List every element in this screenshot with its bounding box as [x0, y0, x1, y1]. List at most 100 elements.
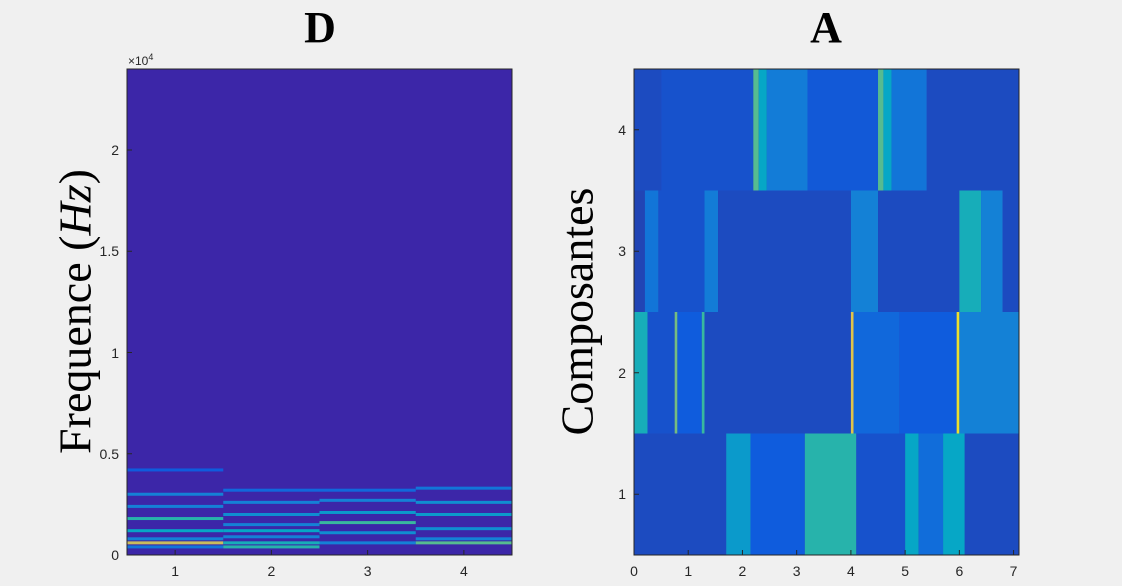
activation-segment	[726, 433, 751, 555]
x-tick-label: 7	[1009, 563, 1018, 579]
activation-segment	[959, 190, 982, 312]
activation-segment	[878, 190, 960, 312]
activation-segment	[853, 312, 900, 434]
activation-segment	[1002, 190, 1019, 312]
chart-title-a: A	[810, 3, 842, 52]
x-tick-label: 1	[684, 563, 693, 579]
harmonic-band	[319, 498, 416, 502]
harmonic-band	[127, 545, 224, 549]
harmonic-band	[223, 523, 320, 527]
activation-segment	[883, 69, 892, 191]
chart-title-d: D	[304, 3, 336, 52]
harmonic-band	[319, 531, 416, 535]
activation-segment	[674, 312, 678, 434]
x-tick-label: 0	[630, 563, 638, 579]
activation-segment	[647, 312, 675, 434]
activation-segment	[964, 433, 1019, 555]
activation-segment	[926, 69, 1019, 191]
axes-box	[633, 68, 1020, 556]
harmonic-band	[319, 541, 416, 545]
activation-segment	[891, 69, 927, 191]
harmonic-band	[415, 500, 512, 504]
activation-segment	[634, 312, 648, 434]
harmonic-band	[223, 488, 320, 492]
harmonic-band	[127, 537, 224, 541]
x-tick-label: 3	[792, 563, 801, 579]
activation-segment	[661, 69, 754, 191]
activation-segment	[981, 190, 1003, 312]
x-tick-label: 2	[738, 563, 747, 579]
y-tick-label: 1.5	[99, 243, 119, 260]
activation-segment	[718, 190, 851, 312]
y-exponent-label: ×104	[128, 52, 153, 68]
harmonic-band	[319, 521, 416, 525]
harmonic-band	[415, 541, 512, 545]
y-tick-label: 0.5	[99, 445, 119, 462]
heatmap-a	[633, 68, 1020, 556]
activation-segment	[905, 433, 919, 555]
activation-segment	[750, 433, 805, 555]
activation-segment	[753, 69, 759, 191]
harmonic-band	[127, 541, 224, 545]
y-tick-label: 0	[111, 547, 119, 563]
x-tick-label: 5	[901, 563, 910, 579]
heatmap-d	[126, 68, 513, 556]
x-tick-label: 1	[171, 563, 180, 579]
harmonic-band	[127, 504, 224, 508]
activation-segment	[704, 312, 851, 434]
y-tick-label: 1	[111, 344, 119, 361]
activation-segment	[634, 433, 727, 555]
x-tick-label: 4	[459, 563, 468, 579]
harmonic-band	[223, 535, 320, 539]
activation-segment	[677, 312, 702, 434]
harmonic-band	[223, 545, 320, 549]
y-tick-label: 3	[618, 243, 626, 260]
y-exponent-power: 4	[148, 52, 154, 62]
harmonic-band	[415, 527, 512, 531]
activation-segment	[644, 190, 659, 312]
x-tick-label: 3	[363, 563, 372, 579]
activation-segment	[850, 190, 879, 312]
x-tick-label: 6	[955, 563, 964, 579]
harmonic-band	[223, 500, 320, 504]
harmonic-band	[223, 513, 320, 516]
harmonic-band	[415, 486, 512, 490]
x-tick-label: 2	[267, 563, 276, 579]
activation-segment	[807, 69, 879, 191]
activation-segment	[899, 312, 957, 434]
activation-segment	[856, 433, 906, 555]
harmonic-band	[127, 517, 224, 521]
y-tick-label: 1	[618, 486, 626, 503]
y-exponent-base: ×10	[128, 54, 149, 68]
y-tick-label: 2	[618, 364, 626, 381]
activation-segment	[878, 69, 884, 191]
activation-segment	[658, 190, 705, 312]
harmonic-band	[319, 488, 416, 492]
y-axis-unit: Hz	[49, 184, 101, 236]
activation-segment	[850, 312, 854, 434]
harmonic-band	[127, 468, 224, 472]
activation-segment	[959, 312, 1019, 434]
harmonic-band	[415, 537, 512, 541]
y-tick-label: 4	[618, 121, 626, 138]
activation-segment	[704, 190, 719, 312]
activation-segment	[766, 69, 808, 191]
axes-box	[126, 68, 513, 556]
harmonic-band	[319, 510, 416, 514]
harmonic-band	[415, 513, 512, 516]
heatmap-background	[127, 69, 512, 555]
activation-segment	[804, 433, 857, 555]
activation-segment	[956, 312, 960, 434]
activation-segment	[634, 190, 645, 312]
activation-segment	[758, 69, 767, 191]
harmonic-band	[223, 541, 320, 545]
harmonic-band	[223, 529, 320, 533]
y-tick-label: 2	[111, 142, 119, 158]
window-bottom-edge	[0, 580, 1122, 586]
activation-segment	[943, 433, 965, 555]
activation-segment	[918, 433, 944, 555]
y-axis-label-a: Composantes	[551, 187, 603, 436]
x-tick-label: 4	[846, 563, 855, 579]
activation-segment	[701, 312, 705, 434]
